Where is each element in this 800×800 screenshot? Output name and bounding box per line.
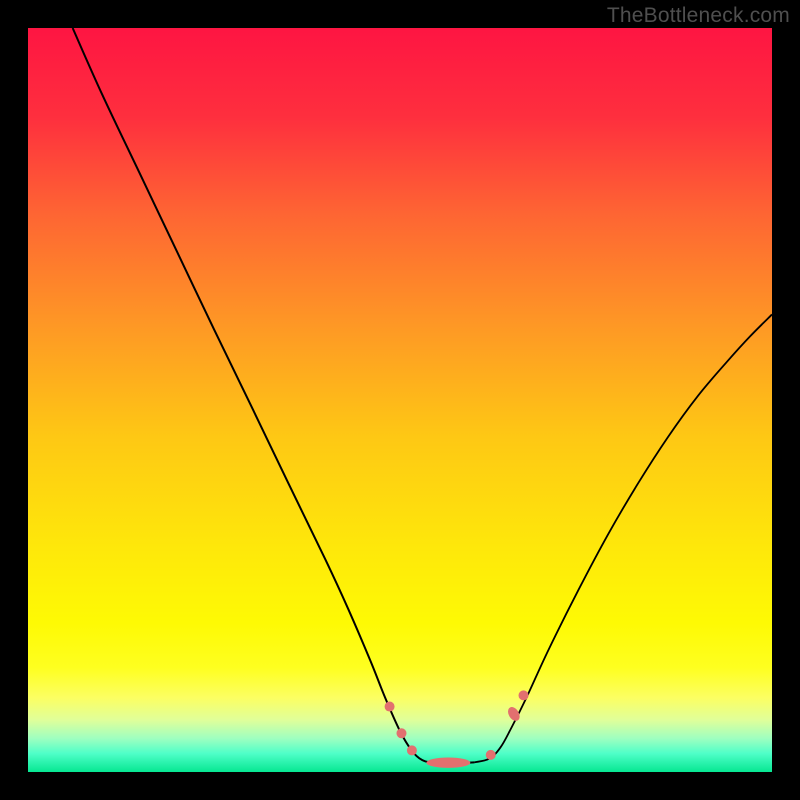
- marker-point: [486, 750, 496, 760]
- watermark-text: TheBottleneck.com: [607, 4, 790, 28]
- bottleneck-chart: [28, 28, 772, 772]
- marker-point: [519, 690, 529, 700]
- marker-point: [407, 745, 417, 755]
- marker-point: [426, 758, 470, 768]
- marker-point: [385, 702, 395, 712]
- marker-point: [396, 728, 406, 738]
- chart-svg: [28, 28, 772, 772]
- chart-background: [28, 28, 772, 772]
